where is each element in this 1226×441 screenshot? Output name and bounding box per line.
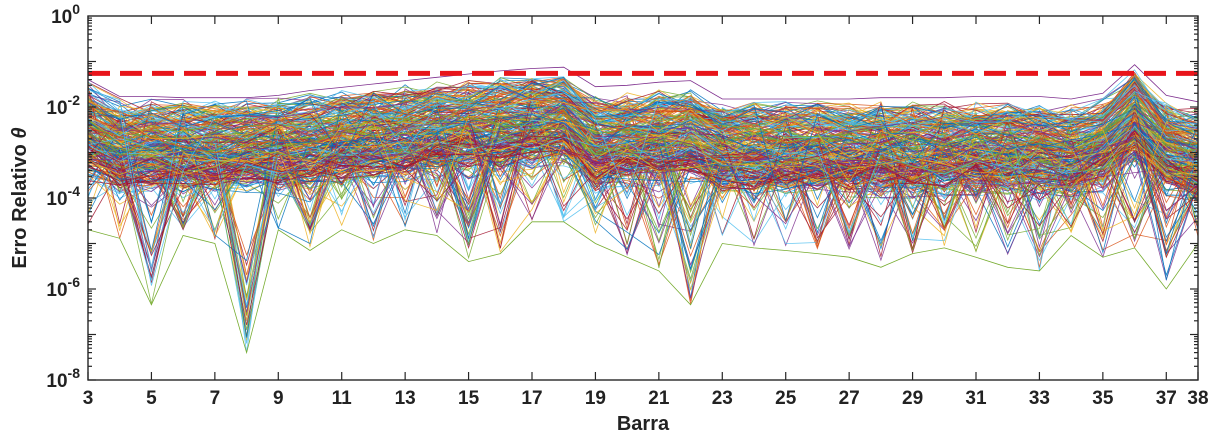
x-tick-label: 25 xyxy=(775,388,797,409)
y-axis-ticks: 10-8 10-6 10-4 10-2 100 xyxy=(46,1,1198,392)
series-line xyxy=(87,97,1199,236)
series-line xyxy=(87,119,1199,313)
series-line xyxy=(87,110,1199,226)
y-axis-label-main: Erro Relativo xyxy=(9,139,31,269)
series-line xyxy=(87,132,1199,259)
y-axis-label: Erro Relativo θ xyxy=(9,127,31,268)
series-line xyxy=(87,148,1199,220)
y-tick-label: 10-6 xyxy=(46,274,80,301)
y-tick-label: 10-8 xyxy=(46,365,80,392)
series-line xyxy=(87,87,1199,136)
x-tick-label: 33 xyxy=(1029,388,1050,409)
series-line xyxy=(87,103,1199,240)
series-line xyxy=(87,109,1199,201)
series-lines xyxy=(87,64,1199,355)
series-line xyxy=(87,119,1199,286)
series-line xyxy=(87,75,1199,152)
series-line xyxy=(87,103,1199,228)
series-line xyxy=(87,127,1199,248)
series-line xyxy=(87,140,1199,301)
series-line xyxy=(87,76,1199,222)
series-line xyxy=(87,127,1199,257)
x-tick-label: 3 xyxy=(83,388,94,409)
x-tick-label: 31 xyxy=(965,388,987,409)
series-line xyxy=(87,97,1199,245)
series-line xyxy=(87,79,1199,206)
series-line xyxy=(87,142,1199,209)
series-line xyxy=(87,126,1199,253)
series-line xyxy=(87,92,1199,249)
series-line xyxy=(87,105,1199,192)
series-line xyxy=(87,79,1199,223)
y-tick-label: 100 xyxy=(51,1,80,28)
x-tick-label: 15 xyxy=(458,388,480,409)
series-line xyxy=(87,137,1199,257)
x-tick-label: 21 xyxy=(648,388,670,409)
series-line xyxy=(87,79,1199,245)
series-line xyxy=(87,98,1199,306)
x-tick-label: 11 xyxy=(332,388,353,409)
series-line xyxy=(87,64,1199,103)
x-tick-label: 27 xyxy=(839,388,860,409)
x-tick-label: 23 xyxy=(712,388,733,409)
x-tick-label: 35 xyxy=(1092,388,1114,409)
x-tick-label: 19 xyxy=(585,388,606,409)
y-tick-label: 10-2 xyxy=(46,92,80,119)
series-line xyxy=(87,100,1199,211)
series-line xyxy=(87,84,1199,186)
series-line xyxy=(87,124,1199,225)
x-tick-label: 13 xyxy=(395,388,416,409)
y-tick-label: 10-4 xyxy=(46,183,80,210)
x-axis-label: Barra xyxy=(617,413,670,435)
x-tick-label: 37 xyxy=(1156,388,1177,409)
x-tick-label: 38 xyxy=(1187,388,1208,409)
x-tick-label: 7 xyxy=(210,388,221,409)
x-tick-label: 9 xyxy=(273,388,284,409)
series-line xyxy=(87,78,1199,286)
y-axis-label-symbol: θ xyxy=(9,127,31,138)
series-line xyxy=(87,142,1199,250)
x-axis-ticks: 3 5 7 9 11 13 15 17 19 21 23 25 27 29 31 33 35 37 38 xyxy=(83,16,1209,409)
series-line xyxy=(87,221,1199,355)
series-line xyxy=(87,97,1199,226)
x-tick-label: 29 xyxy=(902,388,923,409)
x-tick-label: 5 xyxy=(146,388,157,409)
x-tick-label: 17 xyxy=(521,388,542,409)
